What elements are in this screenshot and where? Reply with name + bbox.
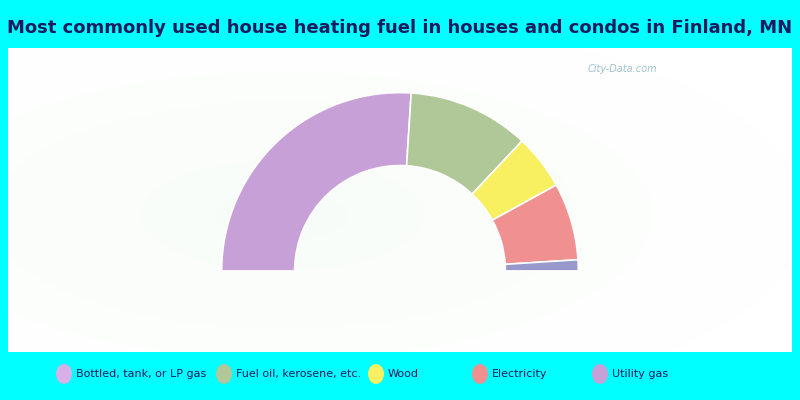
Text: Most commonly used house heating fuel in houses and condos in Finland, MN: Most commonly used house heating fuel in… <box>7 19 793 37</box>
Text: Wood: Wood <box>388 369 419 379</box>
Ellipse shape <box>216 364 232 384</box>
Wedge shape <box>222 92 411 271</box>
Text: Fuel oil, kerosene, etc.: Fuel oil, kerosene, etc. <box>236 369 361 379</box>
Text: Bottled, tank, or LP gas: Bottled, tank, or LP gas <box>76 369 206 379</box>
Wedge shape <box>505 260 578 271</box>
Ellipse shape <box>472 364 488 384</box>
Wedge shape <box>406 93 522 194</box>
Wedge shape <box>492 185 578 264</box>
Wedge shape <box>472 141 556 220</box>
Ellipse shape <box>592 364 608 384</box>
Text: Electricity: Electricity <box>492 369 547 379</box>
Ellipse shape <box>368 364 384 384</box>
Text: City-Data.com: City-Data.com <box>588 64 658 74</box>
Ellipse shape <box>56 364 72 384</box>
Text: Utility gas: Utility gas <box>612 369 668 379</box>
